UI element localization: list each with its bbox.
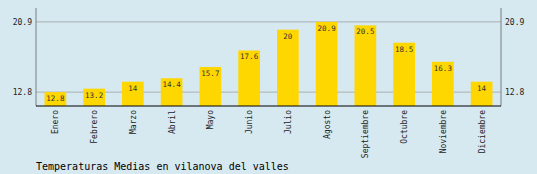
y2-axis-line xyxy=(501,8,502,106)
bar xyxy=(122,82,144,106)
data-label: 20.9 xyxy=(318,24,336,33)
chart-title: Temperaturas Medias en vilanova del vall… xyxy=(36,161,289,172)
bar xyxy=(432,62,454,106)
x-tick-label: Septiembre xyxy=(361,110,370,158)
x-tick-label: Julio xyxy=(284,110,293,134)
x-tick-label: Enero xyxy=(51,110,60,134)
data-label: 16.3 xyxy=(434,64,452,73)
bar xyxy=(393,43,415,106)
bar xyxy=(471,82,493,106)
data-label: 13.2 xyxy=(85,91,103,100)
data-label: 18.5 xyxy=(395,45,413,54)
x-tick-label: Febrero xyxy=(90,110,99,144)
data-label: 20.5 xyxy=(356,27,374,36)
x-tick-label: Noviembre xyxy=(439,110,448,154)
bar xyxy=(277,30,299,106)
data-label: 14 xyxy=(128,84,138,93)
bar xyxy=(161,78,183,106)
y-axis-line xyxy=(36,8,37,106)
bar xyxy=(355,25,377,106)
data-label: 17.6 xyxy=(240,52,259,61)
grid-line xyxy=(36,92,501,93)
x-tick-label: Agosto xyxy=(323,110,332,139)
x-tick-label: Diciembre xyxy=(478,110,487,154)
bar xyxy=(238,50,260,106)
bar xyxy=(316,22,338,106)
data-label: 12.8 xyxy=(46,94,65,103)
data-label: 14.4 xyxy=(163,80,182,89)
bar xyxy=(200,67,222,106)
x-tick-label: Abril xyxy=(168,110,177,134)
bar xyxy=(45,92,67,106)
x-tick-label: Junio xyxy=(245,110,254,134)
data-label: 20 xyxy=(283,32,293,41)
chart-svg: 12.8 13.2 14 14.4 15.7 17.6 20 20.9 20.5 18.5 16.3… xyxy=(0,0,537,174)
data-label: 14 xyxy=(477,84,487,93)
chart-container: 12.8 13.2 14 14.4 15.7 17.6 20 20.9 20.5 18.5 16.3… xyxy=(0,0,537,174)
grid-line xyxy=(36,21,501,22)
bars xyxy=(45,22,493,106)
x-axis-line xyxy=(36,106,501,107)
y-tick-label: 20.9 xyxy=(13,18,32,27)
y2-tick-label: 12.8 xyxy=(505,88,524,97)
y2-tick-label: 20.9 xyxy=(505,18,524,27)
x-tick-label: Mayo xyxy=(206,110,215,129)
y-tick-label: 12.8 xyxy=(13,88,32,97)
data-label: 15.7 xyxy=(201,69,219,78)
bar xyxy=(83,89,105,106)
x-tick-label: Marzo xyxy=(129,110,138,134)
x-tick-label: Octubre xyxy=(400,110,409,144)
